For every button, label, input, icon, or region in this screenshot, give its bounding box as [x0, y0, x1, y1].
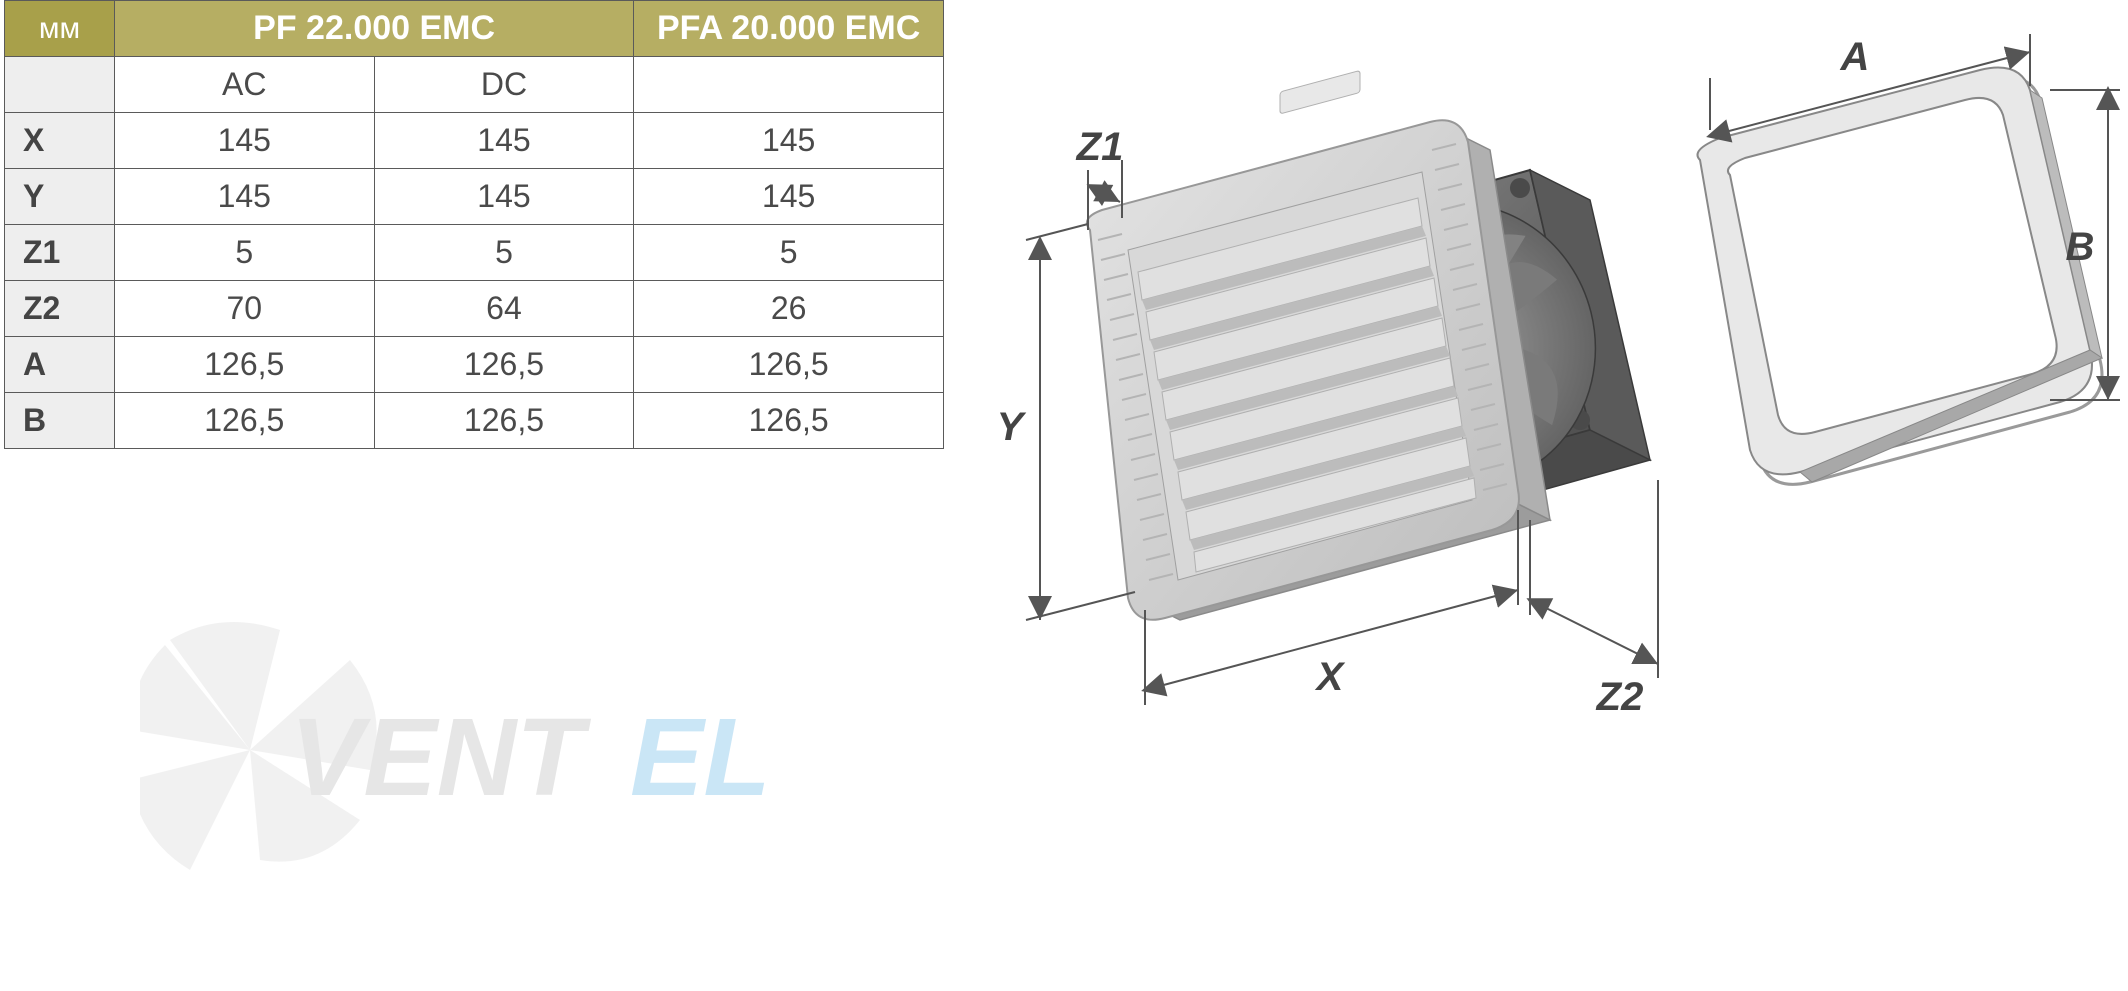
table-row: Y145145145 — [5, 169, 944, 225]
label-Z1: Z1 — [1076, 125, 1124, 169]
table-cell: 145 — [374, 113, 634, 169]
table-cell: 5 — [634, 225, 944, 281]
table-cell: 126,5 — [374, 337, 634, 393]
table-cell: 126,5 — [634, 393, 944, 449]
table-cell: 26 — [634, 281, 944, 337]
svg-text:VENT: VENT — [290, 696, 591, 819]
table-subhead-ac: AC — [114, 57, 374, 113]
table-cell: 5 — [114, 225, 374, 281]
table-subhead-blank — [5, 57, 115, 113]
table-cell: 145 — [634, 113, 944, 169]
table-row-label: B — [5, 393, 115, 449]
label-Y: Y — [997, 405, 1027, 449]
table-row: X145145145 — [5, 113, 944, 169]
table-row-label: Z1 — [5, 225, 115, 281]
table-subhead-pfa — [634, 57, 944, 113]
table-row: B126,5126,5126,5 — [5, 393, 944, 449]
table-row-label: X — [5, 113, 115, 169]
ventel-watermark: VENT EL — [140, 600, 840, 900]
table-cell: 126,5 — [114, 393, 374, 449]
label-X: X — [1315, 655, 1346, 699]
table-cell: 126,5 — [634, 337, 944, 393]
table-row: A126,5126,5126,5 — [5, 337, 944, 393]
table-row-label: Y — [5, 169, 115, 225]
label-B: B — [2066, 225, 2095, 269]
filter-fan-front — [1087, 70, 1550, 620]
table-cell: 145 — [114, 169, 374, 225]
label-A: A — [1840, 35, 1870, 79]
table-cell: 5 — [374, 225, 634, 281]
label-Z2: Z2 — [1596, 675, 1644, 719]
table-header-pf: PF 22.000 EMC — [114, 1, 633, 57]
table-cell: 126,5 — [374, 393, 634, 449]
dimensions-table: мм PF 22.000 EMC PFA 20.000 EMC AC DC X1… — [4, 0, 944, 449]
table-cell: 145 — [634, 169, 944, 225]
table-cell: 145 — [374, 169, 634, 225]
table-cell: 126,5 — [114, 337, 374, 393]
table-row-label: A — [5, 337, 115, 393]
svg-text:EL: EL — [630, 696, 771, 819]
table-header-mm: мм — [5, 1, 115, 57]
cutout-frame — [1698, 68, 2103, 485]
table-cell: 145 — [114, 113, 374, 169]
table-row-label: Z2 — [5, 281, 115, 337]
table-cell: 70 — [114, 281, 374, 337]
table-row: Z2706426 — [5, 281, 944, 337]
table-header-pfa: PFA 20.000 EMC — [634, 1, 944, 57]
table-cell: 64 — [374, 281, 634, 337]
table-row: Z1555 — [5, 225, 944, 281]
table-subhead-dc: DC — [374, 57, 634, 113]
product-diagram: A B — [970, 0, 2128, 986]
